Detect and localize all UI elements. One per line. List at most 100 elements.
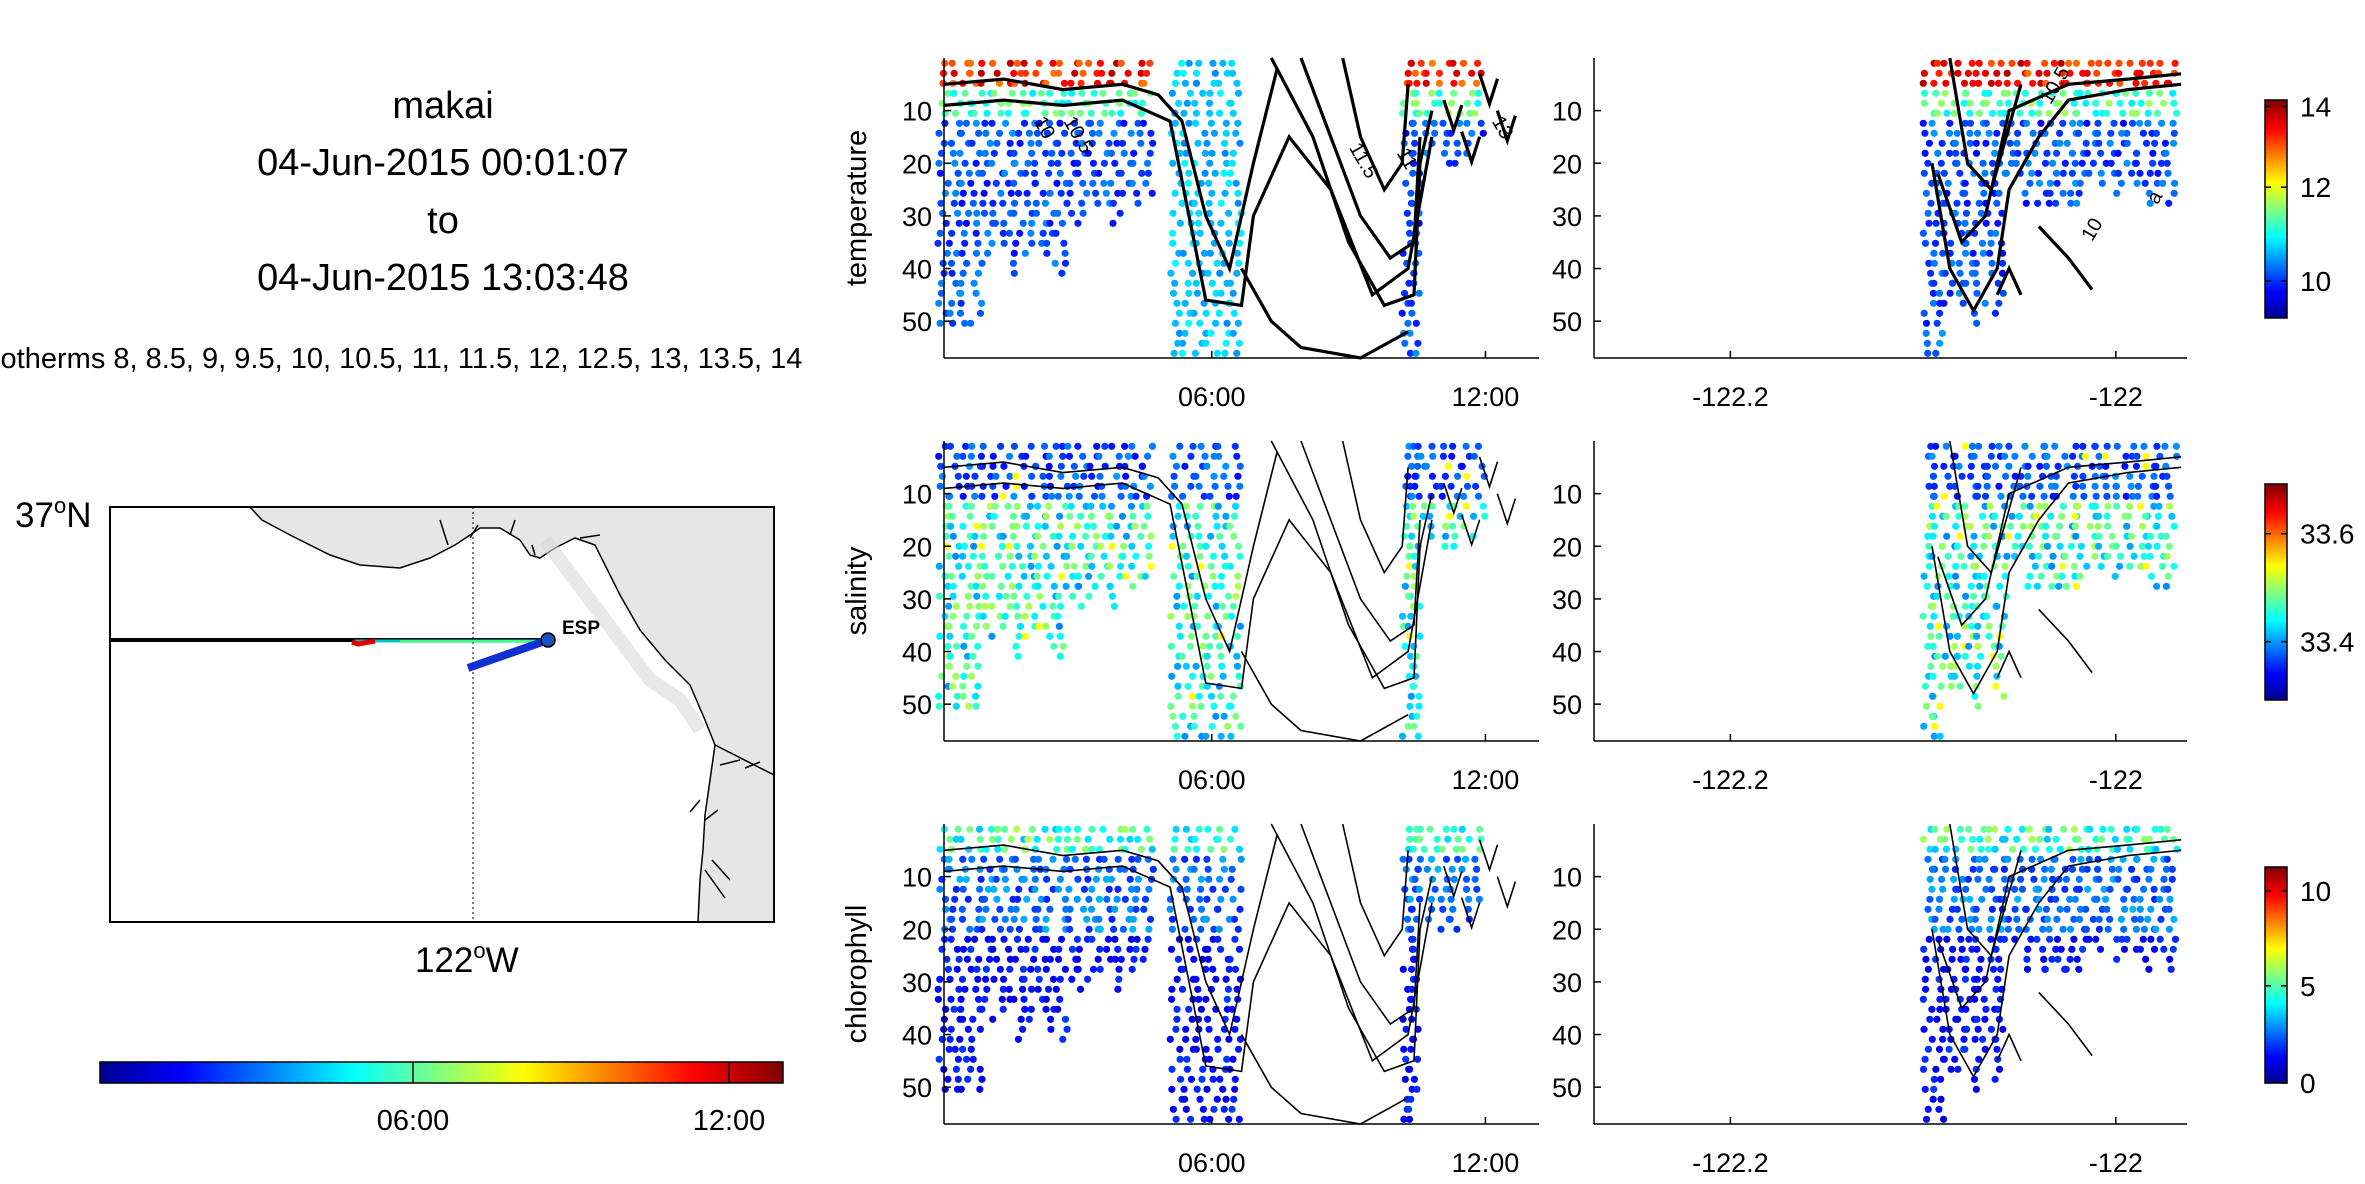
data-point	[1946, 119, 1954, 127]
data-point	[1106, 582, 1114, 590]
data-point	[2102, 482, 2110, 490]
data-point	[1400, 1115, 1408, 1123]
y-tick-label: 50	[902, 690, 932, 720]
data-point	[2112, 492, 2120, 500]
data-point	[2011, 472, 2019, 480]
data-point	[1114, 855, 1122, 863]
plot-area	[944, 441, 1539, 741]
data-point	[1984, 845, 1993, 853]
contour-line	[1496, 493, 1517, 527]
data-point	[956, 149, 964, 157]
data-point	[938, 472, 947, 480]
data-point	[1927, 269, 1935, 277]
data-point	[2156, 59, 2164, 67]
data-point	[967, 319, 975, 327]
data-point	[2172, 442, 2180, 450]
data-point	[2117, 179, 2125, 187]
data-point	[948, 59, 956, 67]
data-point	[2062, 875, 2070, 883]
data-point	[1195, 59, 1203, 67]
data-point	[1102, 189, 1110, 197]
data-point	[990, 89, 998, 97]
data-point	[2125, 835, 2133, 843]
data-point	[1101, 109, 1109, 117]
data-point	[2144, 915, 2152, 923]
data-point	[1168, 915, 1177, 923]
data-point	[1077, 602, 1085, 610]
data-point	[936, 319, 944, 327]
data-point	[973, 522, 981, 530]
data-point	[1117, 492, 1125, 500]
data-point	[1004, 572, 1012, 580]
data-point	[1449, 522, 1457, 530]
data-point	[1474, 99, 1482, 107]
data-point	[1168, 1085, 1176, 1093]
data-point	[2075, 189, 2083, 197]
data-point	[1441, 472, 1449, 480]
data-point	[2133, 825, 2141, 833]
data-point	[952, 109, 960, 117]
data-point	[2153, 492, 2161, 500]
data-point	[1925, 562, 1933, 570]
data-point	[2107, 825, 2115, 833]
data-point	[978, 89, 986, 97]
data-point	[2170, 129, 2178, 137]
data-point	[1046, 955, 1054, 963]
data-point	[1011, 955, 1020, 963]
data-point	[1234, 199, 1242, 207]
data-point	[1920, 69, 1928, 77]
data-point	[1430, 99, 1439, 107]
data-point	[1179, 965, 1187, 973]
data-point	[1950, 109, 1958, 117]
lat-label: 37oN	[15, 493, 91, 535]
data-point	[999, 985, 1008, 993]
data-point	[1189, 442, 1197, 450]
data-point	[965, 209, 973, 217]
data-point	[1939, 249, 1947, 257]
data-point	[2147, 935, 2155, 943]
data-point	[1931, 825, 1939, 833]
data-point	[961, 239, 969, 247]
data-point	[1232, 129, 1240, 137]
data-point	[1207, 692, 1216, 700]
data-point	[1035, 622, 1043, 630]
data-point	[1013, 59, 1022, 67]
data-point	[2024, 945, 2032, 953]
data-point	[1200, 249, 1209, 257]
data-point	[1217, 732, 1225, 740]
data-point	[1192, 279, 1200, 287]
data-point	[1181, 1095, 1189, 1103]
data-point	[1015, 925, 1024, 933]
data-point	[2040, 955, 2048, 963]
data-point	[944, 89, 952, 97]
data-point	[1402, 179, 1410, 187]
data-point	[1405, 1065, 1413, 1073]
data-point	[2062, 582, 2070, 590]
data-point	[1477, 119, 1485, 127]
data-point	[1221, 562, 1229, 570]
data-point	[1143, 69, 1151, 77]
data-point	[1447, 129, 1455, 137]
data-point	[1042, 915, 1050, 923]
data-point	[2084, 885, 2092, 893]
data-point	[1169, 452, 1177, 460]
data-point	[953, 249, 961, 257]
data-point	[2041, 159, 2050, 167]
data-point	[999, 622, 1007, 630]
data-point	[1407, 1045, 1415, 1053]
data-point	[2129, 905, 2137, 913]
data-point	[1019, 219, 1027, 227]
data-point	[2056, 905, 2064, 913]
data-point	[936, 885, 944, 893]
data-point	[944, 1075, 952, 1083]
data-point	[974, 682, 982, 690]
data-point	[1032, 915, 1040, 923]
data-point	[1462, 885, 1471, 893]
data-point	[1195, 482, 1203, 490]
data-point	[1938, 875, 1946, 883]
data-point	[936, 229, 944, 237]
data-point	[1013, 895, 1022, 903]
data-point	[1111, 159, 1119, 167]
data-point	[2141, 79, 2149, 87]
